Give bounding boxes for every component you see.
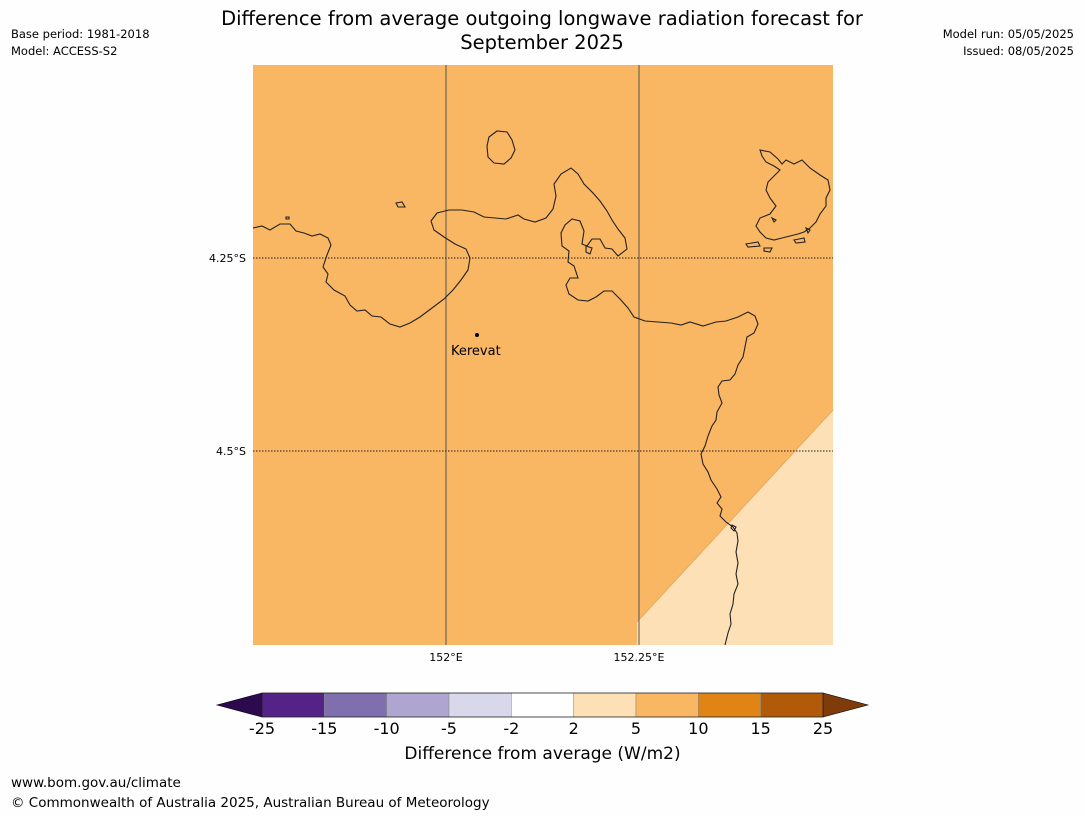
colorbar-segment	[261, 692, 325, 718]
colorbar-segment	[386, 692, 450, 718]
colorbar-segment	[448, 692, 512, 718]
colorbar-tick-label: 10	[688, 719, 709, 738]
anomaly-fill-2-5	[637, 410, 833, 645]
colorbar-outline	[261, 692, 824, 718]
issued-text: Issued: 08/05/2025	[963, 44, 1074, 58]
footer-url: www.bom.gov.au/climate	[11, 775, 181, 791]
lon-label-152: 152°E	[429, 651, 462, 664]
colorbar-tick-label: -5	[441, 719, 457, 738]
kerevat-marker	[475, 333, 479, 337]
lat-label-4-5: 4.5°S	[216, 445, 246, 458]
coastline	[253, 130, 831, 645]
colorbar	[215, 692, 870, 718]
title-line-2: September 2025	[460, 31, 624, 54]
colorbar-tick-label: 25	[812, 719, 834, 738]
colorbar-segment	[698, 692, 761, 718]
title-line-1: Difference from average outgoing longwav…	[221, 7, 863, 30]
lat-label-4-25: 4.25°S	[209, 252, 246, 265]
colorbar-segment	[324, 692, 387, 718]
map-title: Difference from average outgoing longwav…	[142, 7, 942, 55]
colorbar-tick-label: -10	[373, 719, 400, 738]
contour-boundary	[636, 409, 833, 623]
colorbar-under-arrow	[215, 692, 263, 718]
colorbar-label: Difference from average (W/m2)	[404, 744, 681, 764]
map-panel	[253, 65, 833, 645]
meta-right: Model run: 05/05/2025 Issued: 08/05/2025	[943, 26, 1074, 60]
kerevat-label: Kerevat	[451, 344, 501, 359]
colorbar-tick-label: -25	[248, 719, 276, 738]
colorbar-segment	[573, 692, 637, 718]
model-text: Model: ACCESS-S2	[11, 44, 118, 58]
colorbar-tick-label: -15	[311, 719, 338, 738]
meta-left: Base period: 1981-2018 Model: ACCESS-S2	[11, 26, 150, 60]
colorbar-segment	[635, 692, 699, 718]
colorbar-tick-label: 15	[750, 719, 771, 738]
lon-label-152-25: 152.25°E	[614, 651, 665, 664]
colorbar-tick-label: 5	[630, 719, 642, 738]
model-run-text: Model run: 05/05/2025	[942, 27, 1074, 41]
colorbar-tick-label: -2	[503, 719, 520, 738]
colorbar-ticks: -25 -15 -10 -5 -2 2 5 10 15 25	[0, 719, 1085, 739]
colorbar-over-arrow	[822, 692, 870, 718]
colorbar-segment	[511, 692, 574, 718]
footer-copyright: © Commonwealth of Australia 2025, Austra…	[11, 795, 490, 811]
base-period-text: Base period: 1981-2018	[11, 27, 150, 41]
colorbar-segment	[760, 692, 824, 718]
colorbar-tick-label: 2	[568, 719, 579, 738]
